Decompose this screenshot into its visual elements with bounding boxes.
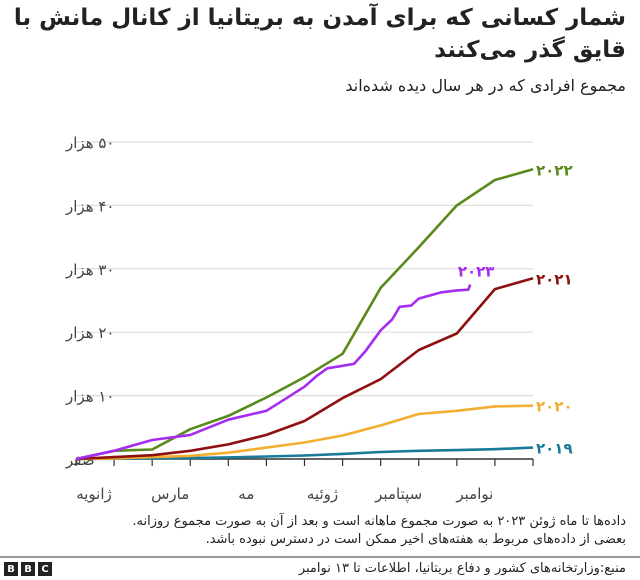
- note-line-1: داده‌ها تا ماه ژوئن ۲۰۲۳ به صورت مجموع م…: [132, 514, 626, 529]
- series-label: ۲۰۲۲: [536, 161, 573, 179]
- x-tick-label: نوامبر: [455, 485, 493, 503]
- series-line-۲۰۲۳: [75, 284, 472, 461]
- x-tick-label: ژانویه: [76, 485, 112, 503]
- series-label: ۲۰۱۹: [536, 440, 573, 458]
- series-label: ۲۰۲۱: [536, 270, 573, 288]
- y-tick-label: ۱۰ هزار: [65, 388, 115, 406]
- bbc-logo: B B C: [4, 562, 52, 576]
- y-tick-label: ۳۰ هزار: [65, 261, 115, 279]
- x-tick-label: ژوئیه: [307, 485, 338, 503]
- x-tick-label: مارس: [151, 485, 189, 503]
- y-tick-label: ۲۰ هزار: [65, 324, 115, 342]
- series-line-۲۰۲۲: [75, 168, 534, 461]
- series-label: ۲۰۲۳: [458, 263, 495, 281]
- divider: [0, 556, 640, 558]
- logo-letter: C: [38, 562, 52, 576]
- x-tick-label: سپتامبر: [374, 485, 422, 504]
- series-label: ۲۰۲۰: [536, 398, 573, 416]
- source-text: منبع:وزارتخانه‌های کشور و دفاع بریتانیا،…: [298, 561, 626, 576]
- logo-letter: B: [4, 562, 18, 576]
- logo-letter: B: [21, 562, 35, 576]
- chart-subtitle: مجموع افرادی که در هر سال دیده شده‌اند: [345, 76, 626, 95]
- y-tick-label: ۵۰ هزار: [65, 134, 115, 152]
- x-tick-label: مه: [238, 485, 254, 503]
- series-line-۲۰۲۰: [75, 404, 534, 461]
- y-tick-label: ۴۰ هزار: [65, 197, 115, 215]
- chart-note: داده‌ها تا ماه ژوئن ۲۰۲۳ به صورت مجموع م…: [6, 513, 626, 549]
- series-line-۲۰۲۱: [75, 277, 534, 461]
- note-line-2: بعضی از داده‌های مربوط به هفته‌های اخیر …: [205, 532, 626, 547]
- chart-title: شمار کسانی که برای آمدن به بریتانیا از ک…: [13, 5, 626, 63]
